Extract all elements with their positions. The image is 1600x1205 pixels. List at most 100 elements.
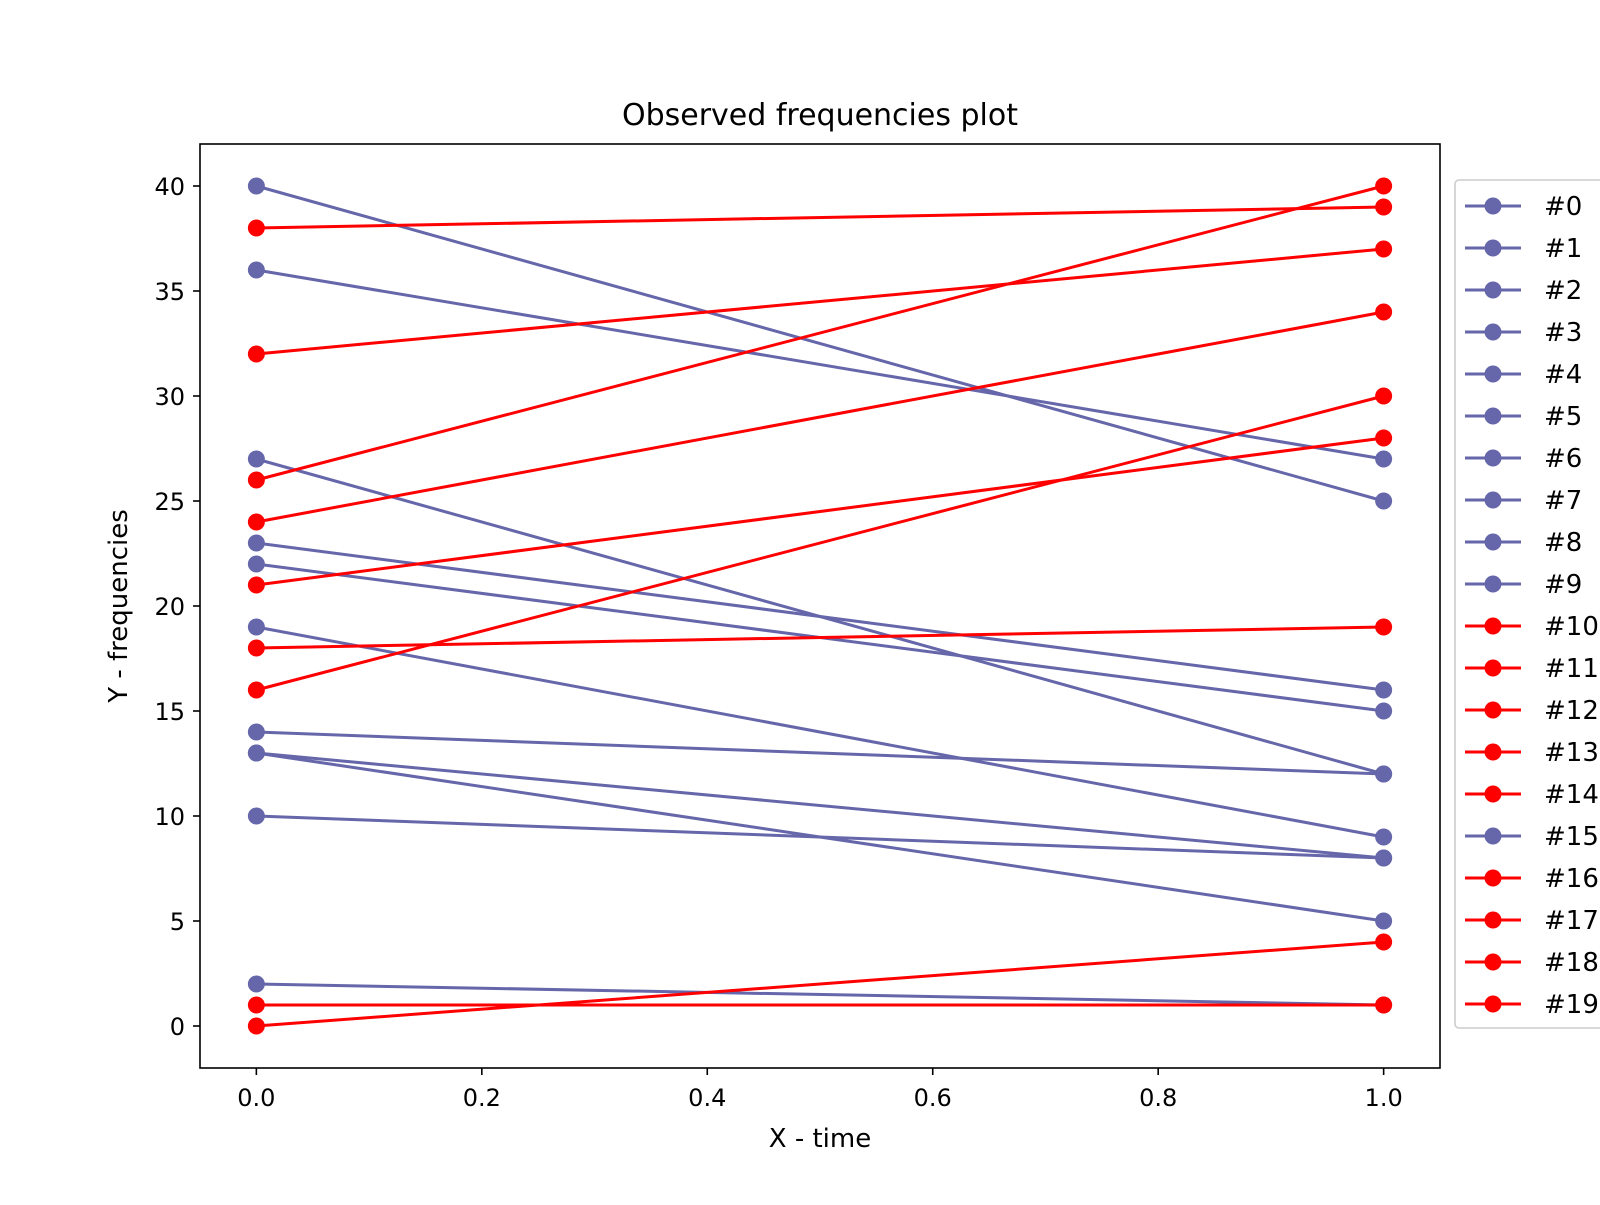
- series-14-line: [256, 310, 1384, 524]
- legend-label: #12: [1544, 696, 1599, 726]
- series-7-point: [1375, 450, 1393, 468]
- series-12-point: [1375, 933, 1393, 951]
- axis-ticks: 0.0 0.2 0.4 0.6 0.8 1.0 0 5 10 15 20 25 30 35 40: [154, 173, 1402, 1112]
- series-8-point: [1375, 681, 1393, 699]
- series-6-point: [1375, 849, 1393, 867]
- series-5-point: [247, 618, 265, 636]
- legend-label: #17: [1544, 906, 1599, 936]
- series-16-point: [1375, 387, 1393, 405]
- series-5: [247, 618, 1393, 846]
- x-tick-label: 1.0: [1365, 1084, 1403, 1112]
- legend-marker: [1484, 575, 1502, 593]
- series-0-point: [247, 807, 265, 825]
- y-tick-label: 5: [170, 908, 185, 936]
- series-5-point: [1375, 828, 1393, 846]
- series-17-point: [1375, 429, 1393, 447]
- series-4-line: [256, 982, 1384, 1007]
- legend-box: [1454, 179, 1600, 1029]
- legend-marker: [1484, 743, 1502, 761]
- legend-marker: [1484, 449, 1502, 467]
- legend-marker: [1484, 701, 1502, 719]
- series-11-line: [256, 205, 1384, 230]
- series-18-point: [1375, 618, 1393, 636]
- series-19: [247, 996, 1393, 1014]
- legend-marker: [1484, 785, 1502, 803]
- legend-label: #19: [1544, 990, 1599, 1020]
- legend-label: #5: [1544, 402, 1582, 432]
- legend-marker: [1484, 995, 1502, 1013]
- legend-marker: [1484, 239, 1502, 257]
- series-12-line: [256, 940, 1384, 1028]
- legend-marker: [1484, 911, 1502, 929]
- series-17: [247, 429, 1393, 594]
- y-tick-label: 30: [154, 383, 185, 411]
- series-2-point: [1375, 912, 1393, 930]
- series-17-point: [247, 576, 265, 594]
- legend-label: #9: [1544, 570, 1582, 600]
- legend-label: #2: [1544, 276, 1582, 306]
- legend-label: #1: [1544, 234, 1582, 264]
- series-8: [247, 534, 1393, 699]
- legend-label: #18: [1544, 948, 1599, 978]
- y-tick-label: 0: [170, 1013, 185, 1041]
- series-1-point: [1375, 702, 1393, 720]
- legend-label: #8: [1544, 528, 1582, 558]
- legend-label: #16: [1544, 864, 1599, 894]
- series-16-point: [247, 681, 265, 699]
- x-tick-label: 0.4: [688, 1084, 726, 1112]
- series-10: [247, 177, 1393, 489]
- series-13-point: [1375, 240, 1393, 258]
- legend-marker: [1484, 533, 1502, 551]
- series-7: [247, 261, 1393, 468]
- series-17-line: [256, 436, 1384, 587]
- y-tick-label: 15: [154, 698, 185, 726]
- series-10-line: [255, 184, 1385, 482]
- series-8-line: [256, 541, 1384, 692]
- series-16-line: [255, 394, 1385, 692]
- legend-label: #11: [1544, 654, 1599, 684]
- series-12: [247, 933, 1393, 1035]
- chart-title: Observed frequencies plot: [622, 98, 1018, 133]
- series-14-point: [1375, 303, 1393, 321]
- legend-marker: [1484, 323, 1502, 341]
- series-4-point: [247, 975, 265, 993]
- legend-marker: [1484, 827, 1502, 845]
- y-tick-label: 20: [154, 593, 185, 621]
- legend-marker: [1484, 491, 1502, 509]
- series-5-line: [256, 625, 1384, 839]
- x-tick-label: 0.2: [463, 1084, 501, 1112]
- x-axis-label: X - time: [769, 1124, 871, 1154]
- series-10-point: [1375, 177, 1393, 195]
- y-tick-label: 40: [154, 173, 185, 201]
- legend-label: #10: [1544, 612, 1599, 642]
- series-13-point: [247, 345, 265, 363]
- legend-label: #6: [1544, 444, 1582, 474]
- plot-area: [247, 177, 1393, 1035]
- series-6-line: [256, 751, 1384, 860]
- series-6: [247, 744, 1393, 867]
- series-2-line: [256, 751, 1384, 923]
- legend-marker: [1484, 197, 1502, 215]
- series-11-point: [1375, 198, 1393, 216]
- legend-marker: [1484, 281, 1502, 299]
- series-19-point: [1375, 996, 1393, 1014]
- legend-marker: [1484, 869, 1502, 887]
- series-18-point: [247, 639, 265, 657]
- series-19-point: [247, 996, 265, 1014]
- series-12-point: [247, 1017, 265, 1035]
- series-16: [247, 387, 1393, 699]
- legend-label: #3: [1544, 318, 1582, 348]
- x-tick-label: 0.0: [237, 1084, 275, 1112]
- series-10-point: [247, 471, 265, 489]
- series-14-point: [247, 513, 265, 531]
- legend-label: #0: [1544, 192, 1582, 222]
- series-15-point: [247, 723, 265, 741]
- legend-marker: [1484, 953, 1502, 971]
- series-1-point: [247, 555, 265, 573]
- series-8-point: [247, 534, 265, 552]
- series-9: [247, 177, 1393, 510]
- series-11: [247, 198, 1393, 237]
- series-3-point: [247, 450, 265, 468]
- series-18: [247, 618, 1393, 657]
